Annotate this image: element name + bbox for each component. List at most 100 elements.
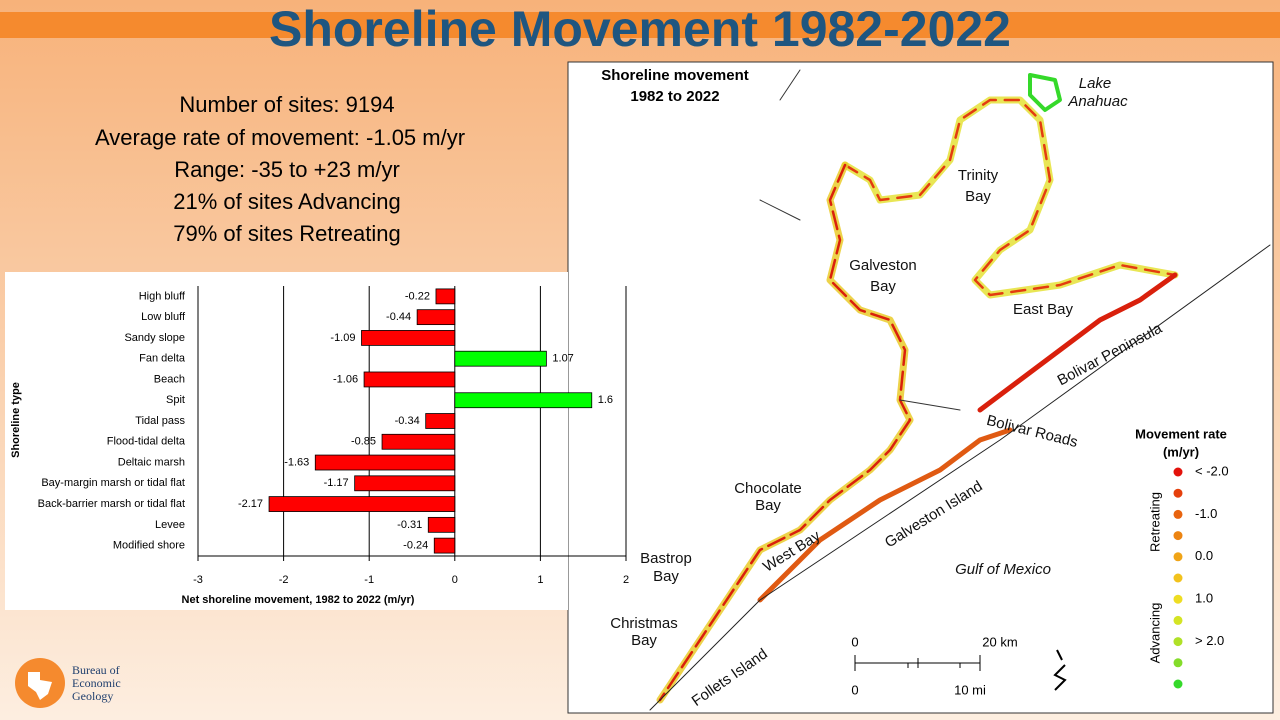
y-tick-label: Spit xyxy=(166,394,185,406)
logo-texas xyxy=(28,672,52,700)
legend-dot xyxy=(1173,531,1183,541)
map-label: Gulf of Mexico xyxy=(955,561,1051,578)
bar xyxy=(381,433,456,450)
map-label: East Bay xyxy=(1013,301,1074,318)
bar xyxy=(314,454,456,471)
y-tick-label: Modified shore xyxy=(113,540,185,552)
value-label: 1.6 xyxy=(598,394,613,406)
scale-label: 0 xyxy=(851,682,858,697)
north-arrow xyxy=(1053,649,1067,691)
legend-label: 1.0 xyxy=(1195,591,1213,606)
scale-label: 10 mi xyxy=(954,682,986,697)
legend-label: < -2.0 xyxy=(1195,463,1229,478)
map-heading: Shoreline movement xyxy=(601,67,749,84)
legend-label: -1.0 xyxy=(1195,506,1217,521)
slide-title: Shoreline Movement 1982-2022 xyxy=(269,1,1011,57)
x-tick-label: 2 xyxy=(623,574,629,586)
bar xyxy=(435,288,456,305)
chart-panel xyxy=(5,272,568,610)
map-frame xyxy=(567,61,1274,714)
y-tick-label: Deltaic marsh xyxy=(118,456,185,468)
value-label: -0.22 xyxy=(405,290,430,302)
bar xyxy=(361,330,456,346)
y-tick-label: Fan delta xyxy=(139,353,186,365)
y-tick-label: Sandy slope xyxy=(124,332,185,344)
bar xyxy=(454,392,593,409)
y-axis-label: Shoreline type xyxy=(10,382,22,458)
y-tick-label: Beach xyxy=(154,373,185,385)
map-label: Bay xyxy=(755,497,781,514)
legend-title: (m/yr) xyxy=(1163,444,1199,459)
map-label: Bay xyxy=(965,188,991,205)
x-tick-label: -3 xyxy=(193,574,203,586)
map-label: Anahuac xyxy=(1067,93,1128,110)
map: Shoreline movement 1982 to 2022 Lake Ana… xyxy=(567,61,1274,714)
chart: Net shoreline movement, 1982 to 2022 (m/… xyxy=(10,286,629,606)
x-tick-label: -1 xyxy=(364,574,374,586)
y-tick-label: Flood-tidal delta xyxy=(107,436,186,448)
scale-ticks xyxy=(854,655,981,671)
bar xyxy=(433,537,456,554)
legend-label: > 2.0 xyxy=(1195,633,1224,648)
legend-title: Movement rate xyxy=(1135,426,1227,441)
value-label: -2.17 xyxy=(238,498,263,510)
bar xyxy=(425,413,456,429)
title-band xyxy=(0,12,1280,38)
stat: Average rate of movement: -1.05 m/yr xyxy=(95,125,465,150)
legend-label: 0.0 xyxy=(1195,548,1213,563)
bar xyxy=(363,371,456,388)
bar xyxy=(354,475,456,492)
y-tick-label: Low bluff xyxy=(141,311,186,323)
value-label: -1.17 xyxy=(324,477,349,489)
value-label: -0.24 xyxy=(403,540,428,552)
value-label: -0.31 xyxy=(397,519,422,531)
logo-text: Bureau of xyxy=(72,663,120,677)
legend-dot xyxy=(1173,509,1183,519)
map-label: Galveston xyxy=(849,257,917,274)
x-axis-label: Net shoreline movement, 1982 to 2022 (m/… xyxy=(182,594,415,606)
legend-dot xyxy=(1173,552,1183,562)
stats: Number of sites: 9194 Average rate of mo… xyxy=(95,92,465,246)
y-tick-label: Bay-margin marsh or tidal flat xyxy=(41,477,185,489)
x-tick-label: -2 xyxy=(279,574,289,586)
value-label: -1.63 xyxy=(284,456,309,468)
shorelines xyxy=(649,69,1271,711)
y-tick-label: High bluff xyxy=(139,290,186,302)
legend-dot xyxy=(1173,658,1183,668)
logo: Bureau of Economic Geology xyxy=(15,658,121,708)
scale-label: 0 xyxy=(851,634,858,649)
bar xyxy=(427,516,456,533)
bar xyxy=(454,350,547,367)
value-label: -1.06 xyxy=(333,373,358,385)
legend-dot xyxy=(1173,679,1183,689)
legend-dot xyxy=(1173,573,1183,583)
stat: 21% of sites Advancing xyxy=(173,189,400,214)
legend-dot xyxy=(1173,615,1183,625)
value-label: -0.34 xyxy=(395,415,420,427)
y-tick-label: Levee xyxy=(155,519,185,531)
legend-dot xyxy=(1173,637,1183,647)
legend-dot xyxy=(1173,488,1183,498)
stat: Number of sites: 9194 xyxy=(179,92,394,117)
legend-group: Advancing xyxy=(1147,603,1162,664)
map-label: Bay xyxy=(631,632,657,649)
value-label: -0.44 xyxy=(386,311,411,323)
scale-label: 20 km xyxy=(982,634,1017,649)
map-label: Bay xyxy=(870,278,896,295)
legend-dot xyxy=(1173,467,1183,477)
x-tick-label: 1 xyxy=(537,574,543,586)
stat: Range: -35 to +23 m/yr xyxy=(174,157,400,182)
x-tick-label: 0 xyxy=(452,574,458,586)
scale-bar: 0 20 km 0 10 mi xyxy=(851,634,1067,697)
map-label: Christmas xyxy=(610,615,678,632)
bar xyxy=(416,309,456,326)
value-label: 1.07 xyxy=(552,353,573,365)
y-tick-label: Back-barrier marsh or tidal flat xyxy=(38,498,185,510)
legend: Movement rate (m/yr) Retreating Advancin… xyxy=(1135,426,1229,689)
logo-text: Economic xyxy=(72,676,121,690)
map-label: Trinity xyxy=(958,167,999,184)
map-label: Chocolate xyxy=(734,480,802,497)
legend-dot xyxy=(1173,594,1183,604)
value-label: -0.85 xyxy=(351,436,376,448)
